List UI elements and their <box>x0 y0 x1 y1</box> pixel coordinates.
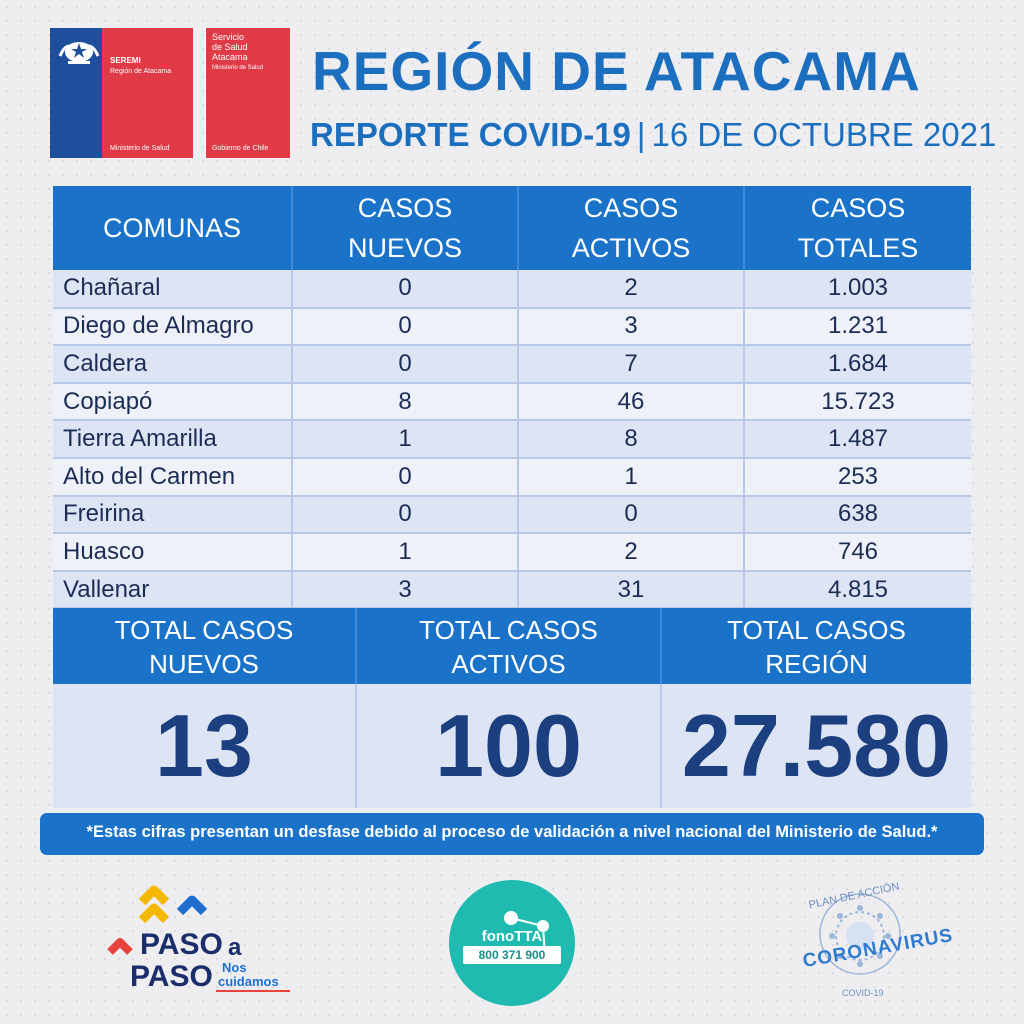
subtitle-separator: | <box>636 116 646 153</box>
total-activos-value: 100 <box>357 684 662 808</box>
table-row: Caldera 0 7 1.684 <box>53 345 971 384</box>
cell-casos-nuevos: 1 <box>292 420 519 459</box>
paso-word-2: PASO <box>130 960 213 993</box>
cell-comuna: Vallenar <box>53 570 293 610</box>
cell-casos-activos: 8 <box>518 420 745 459</box>
cell-casos-nuevos: 3 <box>292 570 519 610</box>
page-title: REGIÓN DE ATACAMA <box>312 40 921 102</box>
cell-casos-totales: 1.003 <box>744 270 971 309</box>
cell-casos-activos: 0 <box>518 495 745 535</box>
cell-comuna: Diego de Almagro <box>53 307 293 347</box>
table-row: Vallenar 3 31 4.815 <box>53 570 971 610</box>
cell-casos-activos: 2 <box>518 533 745 572</box>
table-row: Diego de Almagro 0 3 1.231 <box>53 307 971 347</box>
cell-casos-activos: 31 <box>518 570 745 610</box>
cell-comuna: Caldera <box>53 345 293 384</box>
table-header-row: COMUNAS CASOS NUEVOS CASOS ACTIVOS CASOS… <box>53 186 971 270</box>
column-header-comunas: COMUNAS <box>53 186 293 270</box>
servicio-salud-logo: Servicio de Salud Atacama Ministerio de … <box>205 28 290 158</box>
cell-casos-totales: 1.487 <box>744 420 971 459</box>
cell-comuna: Freirina <box>53 495 293 535</box>
column-header-casos-nuevos: CASOS NUEVOS <box>292 186 519 270</box>
report-subtitle: REPORTE COVID-19 | 16 DE OCTUBRE 2021 <box>310 113 1000 157</box>
cell-casos-totales: 746 <box>744 533 971 572</box>
total-nuevos-label-line-2: NUEVOS <box>149 649 259 679</box>
paso-chevrons-icon <box>107 885 208 955</box>
total-activos-label: TOTAL CASOS ACTIVOS <box>357 608 662 684</box>
total-nuevos-label-line-1: TOTAL CASOS <box>114 615 294 645</box>
total-nuevos-label: TOTAL CASOS NUEVOS <box>53 608 357 684</box>
fono-tta-logo: fonoTTA 800 371 900 <box>449 880 575 1006</box>
seremi-ministry: Ministerio de Salud <box>110 145 170 152</box>
totals-header: TOTAL CASOS NUEVOS TOTAL CASOS ACTIVOS T… <box>53 608 971 684</box>
cell-comuna: Copiapó <box>53 382 293 422</box>
cell-casos-activos: 3 <box>518 307 745 347</box>
paso-a-paso-logo: PASO a PASO Nos cuidamos <box>104 882 304 1002</box>
seremi-region: Región de Atacama <box>110 68 172 75</box>
nos-word: Nos <box>222 960 247 975</box>
cell-comuna: Huasco <box>53 533 293 572</box>
cases-table: COMUNAS CASOS NUEVOS CASOS ACTIVOS CASOS… <box>53 186 971 610</box>
table-row: Tierra Amarilla 1 8 1.487 <box>53 420 971 459</box>
cell-casos-activos: 46 <box>518 382 745 422</box>
cell-casos-totales: 1.684 <box>744 345 971 384</box>
cell-casos-nuevos: 0 <box>292 495 519 535</box>
cell-casos-totales: 638 <box>744 495 971 535</box>
table-row: Copiapó 8 46 15.723 <box>53 382 971 422</box>
total-activos-label-line-1: TOTAL CASOS <box>419 615 598 645</box>
total-activos-label-line-2: ACTIVOS <box>451 649 566 679</box>
table-row: Alto del Carmen 0 1 253 <box>53 457 971 497</box>
servicio-ministry: Ministerio de Salud <box>212 65 264 71</box>
total-region-value: 27.580 <box>681 696 952 795</box>
fono-title: fonoTTA <box>481 928 543 945</box>
cell-casos-nuevos: 0 <box>292 457 519 497</box>
column-header-casos-totales: CASOS TOTALES <box>744 186 971 270</box>
report-date: 16 DE OCTUBRE 2021 <box>651 116 997 153</box>
seremi-logo: SEREMI Región de Atacama Ministerio de S… <box>50 28 193 158</box>
cell-casos-nuevos: 0 <box>292 270 519 309</box>
cell-casos-totales: 15.723 <box>744 382 971 422</box>
cell-casos-nuevos: 8 <box>292 382 519 422</box>
cuidamos-word: cuidamos <box>218 974 279 989</box>
plan-coronavirus-logo: PLAN DE ACCIÓN CORONAVIRUS COVID-19 <box>798 881 954 1004</box>
total-nuevos-value: 13 <box>53 684 357 808</box>
servicio-line-2: de Salud <box>212 42 248 52</box>
paso-word-a: a <box>228 934 242 961</box>
disclaimer-note: *Estas cifras presentan un desfase debid… <box>40 813 984 855</box>
corona-bottom-text: COVID-19 <box>842 988 884 998</box>
total-region-label-line-1: TOTAL CASOS <box>727 615 906 645</box>
total-region-label-line-2: REGIÓN <box>765 649 868 679</box>
totals-values: 13 100 27.580 <box>53 684 971 808</box>
seremi-title: SEREMI <box>110 56 141 65</box>
virus-icon <box>819 893 901 975</box>
paso-underline <box>216 990 290 992</box>
cell-casos-totales: 1.231 <box>744 307 971 347</box>
cell-casos-nuevos: 0 <box>292 345 519 384</box>
cell-casos-activos: 1 <box>518 457 745 497</box>
column-header-casos-activos: CASOS ACTIVOS <box>518 186 745 270</box>
cell-casos-activos: 2 <box>518 270 745 309</box>
cell-comuna: Chañaral <box>53 270 293 309</box>
cell-casos-nuevos: 1 <box>292 533 519 572</box>
servicio-line-3: Atacama <box>212 52 248 62</box>
servicio-gov: Gobierno de Chile <box>212 145 269 152</box>
total-region-label: TOTAL CASOS REGIÓN <box>662 608 971 684</box>
chile-crest-icon <box>58 42 100 64</box>
servicio-line-1: Servicio <box>212 32 245 42</box>
cell-casos-nuevos: 0 <box>292 307 519 347</box>
table-row: Freirina 0 0 638 <box>53 495 971 535</box>
fono-phone: 800 371 900 <box>463 946 561 964</box>
cell-comuna: Tierra Amarilla <box>53 420 293 459</box>
table-row: Chañaral 0 2 1.003 <box>53 270 971 309</box>
report-label: REPORTE COVID-19 <box>310 116 631 153</box>
table-row: Huasco 1 2 746 <box>53 533 971 572</box>
paso-word-1: PASO <box>140 928 223 961</box>
cell-comuna: Alto del Carmen <box>53 457 293 497</box>
cell-casos-activos: 7 <box>518 345 745 384</box>
cell-casos-totales: 253 <box>744 457 971 497</box>
cell-casos-totales: 4.815 <box>744 570 971 610</box>
